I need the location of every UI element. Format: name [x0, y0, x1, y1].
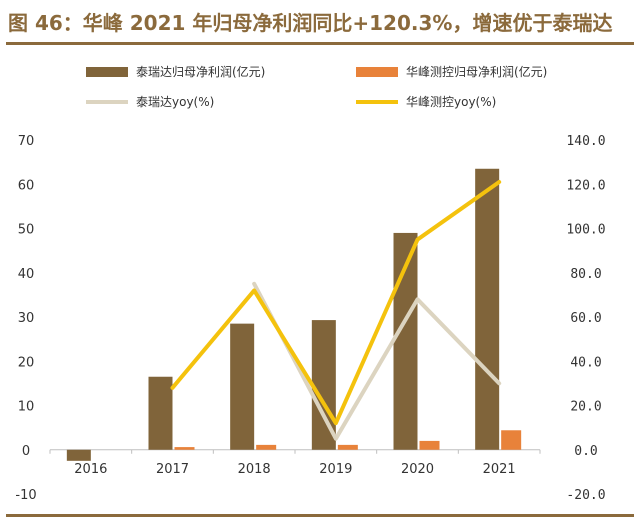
- right-tick-label: -20.0: [566, 488, 605, 503]
- left-tick-label: 20: [18, 355, 35, 370]
- lines: [170, 180, 502, 441]
- bar-teradyne-profit: [148, 376, 173, 450]
- title-divider: [6, 42, 634, 45]
- left-tick-label: 70: [18, 134, 35, 149]
- bar-huafeng-profit: [337, 444, 358, 450]
- left-tick-label: 0: [22, 444, 30, 459]
- axes: [49, 449, 541, 454]
- bar-huafeng-profit: [256, 444, 277, 450]
- left-tick-label: 60: [18, 178, 35, 193]
- category-label: 2017: [156, 462, 189, 477]
- category-label: 2020: [401, 462, 434, 477]
- category-label: 2019: [319, 462, 352, 477]
- bottom-divider: [6, 514, 634, 517]
- left-tick-label: 50: [18, 223, 35, 238]
- right-tick-label: 140.0: [566, 134, 605, 149]
- tick-labels: -10 0 10 20 30 40 50 60 70 -20.0 0.0 20.0 40.0 60.0 80…: [15, 134, 605, 503]
- legend-label: 华峰测控yoy(%): [406, 95, 496, 109]
- line-teradyne-yoy: [252, 281, 502, 441]
- legend-swatch: [356, 67, 398, 77]
- bar-huafeng-profit: [501, 430, 522, 450]
- bar-teradyne-profit: [66, 449, 91, 461]
- legend-swatch: [86, 67, 128, 77]
- category-label: 2021: [483, 462, 516, 477]
- legend: 泰瑞达归母净利润(亿元) 华峰测控归母净利润(亿元) 泰瑞达yoy(%) 华峰测控yo…: [86, 64, 547, 109]
- left-tick-label: -10: [15, 488, 36, 503]
- right-tick-label: 60.0: [570, 311, 601, 326]
- bar-huafeng-profit: [174, 447, 195, 450]
- bar-huafeng-profit: [419, 440, 440, 450]
- right-tick-label: 120.0: [566, 178, 605, 193]
- right-tick-label: 20.0: [570, 400, 601, 415]
- chart-title: 图 46：华峰 2021 年归母净利润同比+120.3%，增速优于泰瑞达: [8, 11, 613, 35]
- bar-teradyne-profit: [475, 168, 500, 450]
- legend-label: 华峰测控归母净利润(亿元): [406, 64, 547, 79]
- right-tick-label: 0.0: [574, 444, 597, 459]
- left-tick-label: 40: [18, 267, 35, 282]
- category-label: 2016: [74, 462, 107, 477]
- left-tick-label: 10: [18, 400, 35, 415]
- right-tick-label: 80.0: [570, 267, 601, 282]
- bars: [66, 168, 522, 461]
- legend-label: 泰瑞达归母净利润(亿元): [136, 64, 265, 79]
- left-tick-label: 30: [18, 311, 35, 326]
- right-tick-label: 40.0: [570, 355, 601, 370]
- bar-teradyne-profit: [230, 323, 255, 450]
- legend-label: 泰瑞达yoy(%): [136, 95, 214, 109]
- category-label: 2018: [238, 462, 271, 477]
- right-tick-label: 100.0: [566, 223, 605, 238]
